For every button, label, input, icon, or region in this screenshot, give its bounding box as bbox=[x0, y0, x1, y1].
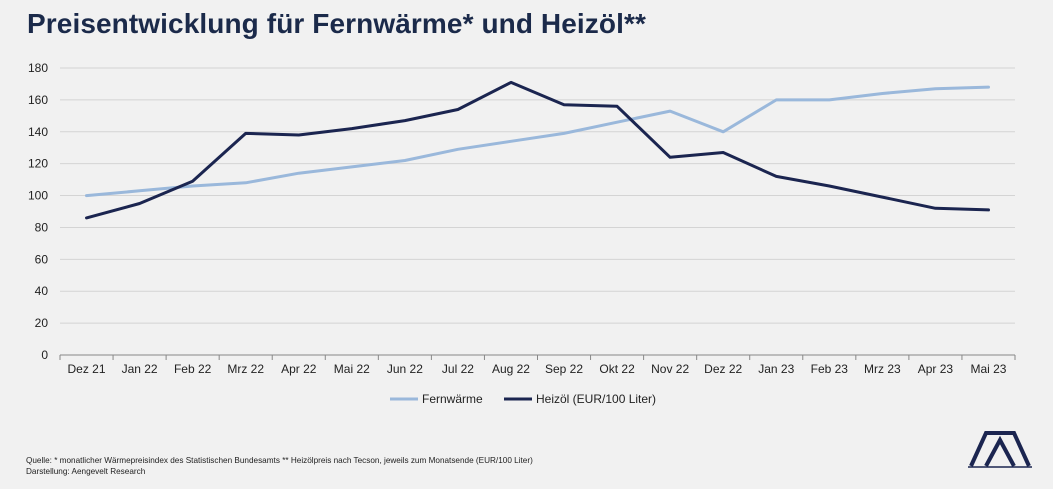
x-tick-label: Jun 22 bbox=[387, 362, 423, 376]
x-tick-label: Jul 22 bbox=[442, 362, 474, 376]
x-tick-label: Nov 22 bbox=[651, 362, 689, 376]
footer: Quelle: * monatlicher Wärmepreisindex de… bbox=[26, 455, 533, 477]
series-line-heizoel bbox=[85, 80, 990, 220]
x-tick-label: Mrz 22 bbox=[227, 362, 264, 376]
aengevelt-logo bbox=[968, 431, 1032, 468]
x-tick-label: Feb 22 bbox=[174, 362, 212, 376]
y-tick-label: 160 bbox=[28, 93, 48, 107]
y-tick-label: 180 bbox=[28, 61, 48, 75]
x-tick-label: Dez 22 bbox=[704, 362, 742, 376]
y-tick-label: 120 bbox=[28, 157, 48, 171]
legend-label: Heizöl (EUR/100 Liter) bbox=[536, 392, 656, 406]
y-tick-label: 60 bbox=[35, 252, 49, 266]
x-tick-label: Jan 22 bbox=[122, 362, 158, 376]
y-tick-label: 100 bbox=[28, 189, 48, 203]
legend-label: Fernwärme bbox=[422, 392, 483, 406]
y-tick-label: 0 bbox=[41, 348, 48, 362]
x-tick-label: Mai 23 bbox=[970, 362, 1006, 376]
x-tick-label: Mrz 23 bbox=[864, 362, 901, 376]
x-tick-label: Jan 23 bbox=[758, 362, 794, 376]
credit-note: Darstellung: Aengevelt Research bbox=[26, 467, 146, 476]
x-tick-label: Feb 23 bbox=[811, 362, 849, 376]
x-tick-label: Dez 21 bbox=[68, 362, 106, 376]
x-tick-label: Mai 22 bbox=[334, 362, 370, 376]
y-tick-label: 80 bbox=[35, 220, 49, 234]
y-tick-label: 140 bbox=[28, 125, 48, 139]
source-note: Quelle: * monatlicher Wärmepreisindex de… bbox=[26, 456, 533, 465]
series-line-fernwaerme bbox=[85, 85, 990, 198]
chart-title: Preisentwicklung für Fernwärme* und Heiz… bbox=[27, 8, 646, 39]
x-tick-label: Apr 22 bbox=[281, 362, 317, 376]
y-tick-label: 40 bbox=[35, 284, 49, 298]
x-tick-label: Aug 22 bbox=[492, 362, 530, 376]
x-tick-label: Apr 23 bbox=[918, 362, 954, 376]
y-tick-label: 20 bbox=[35, 316, 49, 330]
x-tick-label: Sep 22 bbox=[545, 362, 583, 376]
x-tick-label: Okt 22 bbox=[599, 362, 635, 376]
